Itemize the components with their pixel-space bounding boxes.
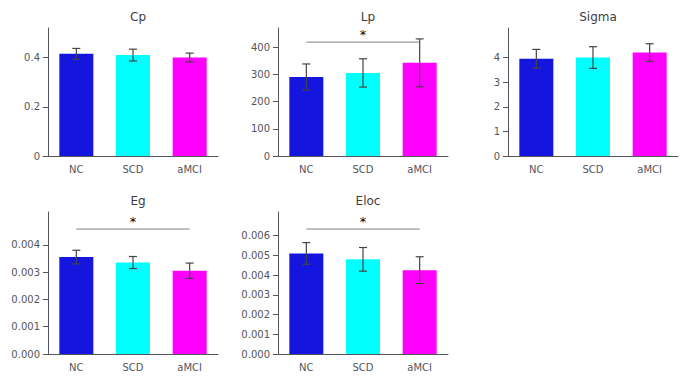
svg-text:0.004: 0.004 bbox=[11, 239, 40, 250]
svg-text:aMCI: aMCI bbox=[177, 164, 202, 175]
svg-text:NC: NC bbox=[69, 164, 83, 175]
svg-text:200: 200 bbox=[251, 96, 270, 107]
svg-text:0: 0 bbox=[34, 151, 40, 162]
svg-text:0.002: 0.002 bbox=[11, 294, 40, 305]
svg-text:aMCI: aMCI bbox=[177, 362, 202, 373]
svg-text:SCD: SCD bbox=[352, 164, 373, 175]
svg-text:0.006: 0.006 bbox=[241, 230, 270, 241]
svg-text:*: * bbox=[360, 27, 367, 42]
svg-text:NC: NC bbox=[299, 164, 313, 175]
svg-text:NC: NC bbox=[529, 164, 543, 175]
svg-text:0.000: 0.000 bbox=[241, 349, 270, 360]
svg-text:0: 0 bbox=[494, 151, 500, 162]
svg-text:0.001: 0.001 bbox=[11, 321, 40, 332]
svg-text:*: * bbox=[360, 214, 367, 229]
svg-text:0: 0 bbox=[264, 151, 270, 162]
svg-text:Eg: Eg bbox=[130, 194, 145, 208]
svg-text:0.004: 0.004 bbox=[241, 270, 270, 281]
svg-text:0.003: 0.003 bbox=[11, 267, 40, 278]
svg-text:0.002: 0.002 bbox=[241, 309, 270, 320]
svg-text:Sigma: Sigma bbox=[579, 10, 617, 24]
svg-text:0.005: 0.005 bbox=[241, 250, 270, 261]
svg-text:SCD: SCD bbox=[122, 164, 143, 175]
svg-text:0.003: 0.003 bbox=[241, 289, 270, 300]
svg-text:NC: NC bbox=[299, 362, 313, 373]
svg-text:100: 100 bbox=[251, 123, 270, 134]
svg-text:1: 1 bbox=[494, 126, 500, 137]
svg-text:3: 3 bbox=[494, 77, 500, 88]
svg-text:aMCI: aMCI bbox=[407, 164, 432, 175]
svg-text:0.001: 0.001 bbox=[241, 329, 270, 340]
svg-text:2: 2 bbox=[494, 101, 500, 112]
svg-text:0.4: 0.4 bbox=[24, 52, 40, 63]
svg-text:Lp: Lp bbox=[361, 10, 375, 24]
svg-text:SCD: SCD bbox=[582, 164, 603, 175]
svg-text:0.000: 0.000 bbox=[11, 349, 40, 360]
svg-text:400: 400 bbox=[251, 42, 270, 53]
svg-text:300: 300 bbox=[251, 69, 270, 80]
svg-text:*: * bbox=[130, 214, 137, 229]
svg-text:Eloc: Eloc bbox=[356, 194, 381, 208]
svg-text:SCD: SCD bbox=[122, 362, 143, 373]
svg-text:aMCI: aMCI bbox=[407, 362, 432, 373]
svg-text:0.2: 0.2 bbox=[24, 101, 40, 112]
svg-text:Cp: Cp bbox=[130, 10, 146, 24]
svg-text:SCD: SCD bbox=[352, 362, 373, 373]
svg-text:NC: NC bbox=[69, 362, 83, 373]
svg-text:4: 4 bbox=[494, 52, 500, 63]
svg-text:aMCI: aMCI bbox=[637, 164, 662, 175]
